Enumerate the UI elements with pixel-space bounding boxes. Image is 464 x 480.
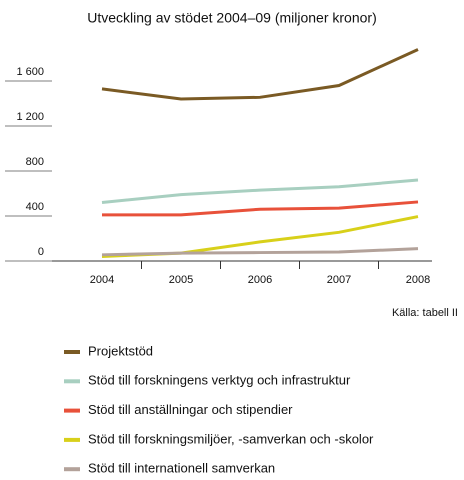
- legend-label: Stöd till forskningens verktyg och infra…: [88, 373, 351, 388]
- series-line: [101, 48, 419, 101]
- chart-title: Utveckling av stödet 2004–09 (miljoner k…: [87, 10, 376, 26]
- x-tick-label: 2005: [169, 274, 193, 286]
- y-tick-label: 1 200: [16, 111, 44, 123]
- x-tick-label: 2006: [248, 274, 272, 286]
- series-line: [101, 178, 419, 204]
- series-line: [101, 247, 419, 257]
- y-tick-label: 400: [26, 201, 44, 213]
- source-note: Källa: tabell II: [392, 307, 458, 319]
- legend-label: Stöd till anställningar och stipendier: [88, 402, 293, 417]
- y-tick-label: 800: [26, 156, 44, 168]
- x-tick-label: 2007: [327, 274, 351, 286]
- y-tick-label: 0: [38, 246, 44, 258]
- series-line: [102, 200, 419, 217]
- x-tick-label: 2008: [406, 274, 430, 286]
- legend-label: Projektstöd: [88, 343, 153, 358]
- legend-label: Stöd till internationell samverkan: [88, 461, 275, 476]
- legend-label: Stöd till forskningsmiljöer, -samverkan …: [88, 431, 374, 446]
- x-tick-label: 2004: [90, 274, 114, 286]
- y-tick-label: 1 600: [16, 66, 44, 78]
